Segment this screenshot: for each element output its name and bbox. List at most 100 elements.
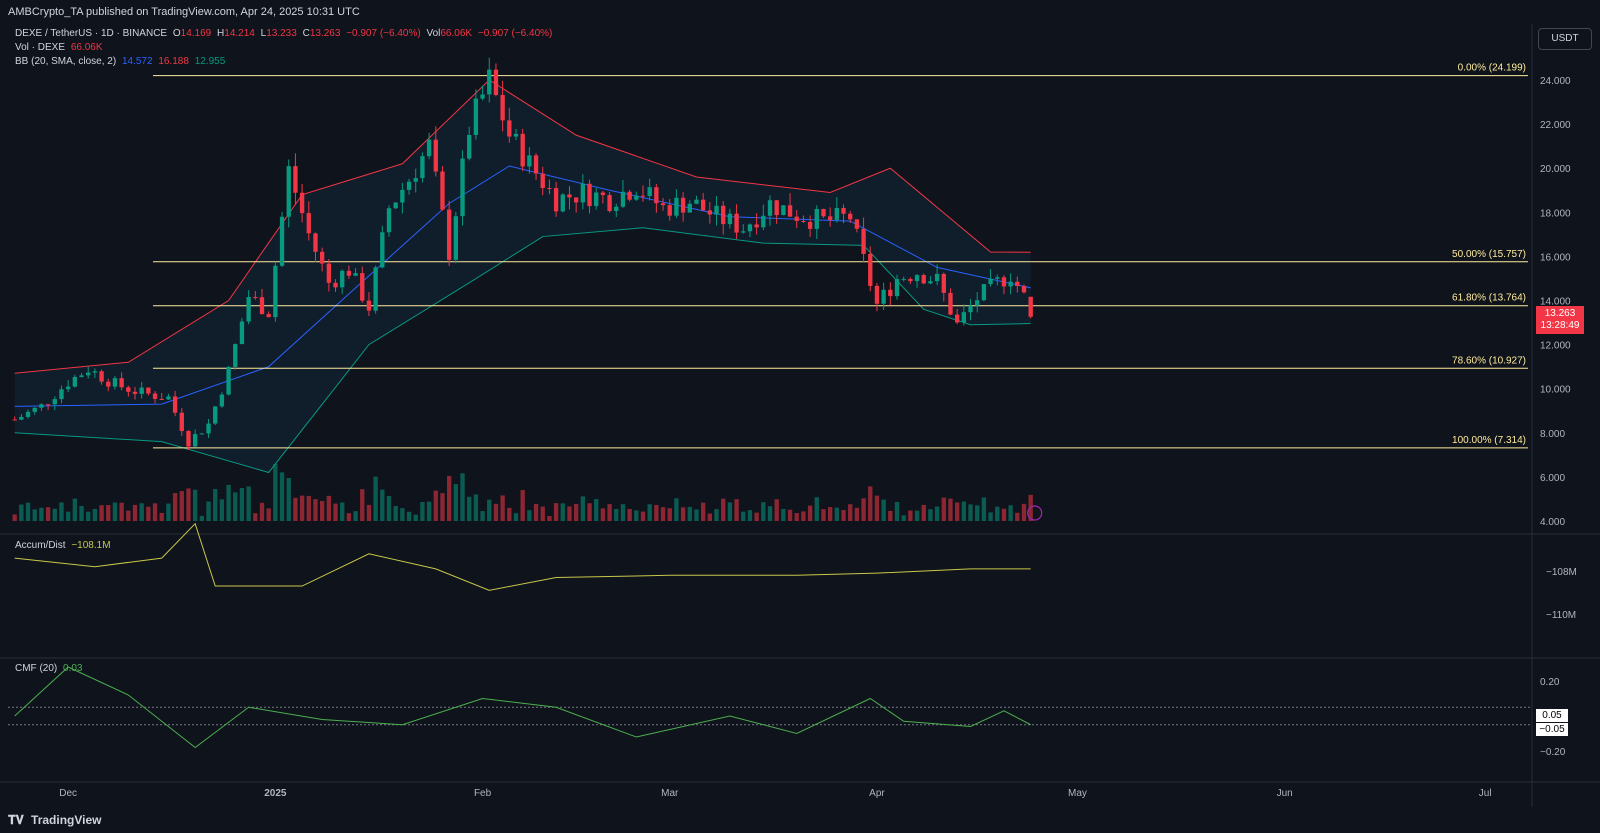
symbol-legend[interactable]: DEXE / TetherUS · 1D · BINANCE O14.169 H… — [15, 28, 555, 39]
time-tick-label: Dec — [59, 788, 77, 799]
volume-bar — [767, 506, 773, 521]
candle-body — [747, 224, 753, 232]
volume-bar — [333, 503, 338, 521]
candle-body — [487, 69, 492, 95]
volume-bar — [921, 504, 926, 521]
candle-body — [299, 192, 305, 214]
volume-bar — [206, 501, 211, 521]
bb-legend[interactable]: BB (20, SMA, close, 2) 14.572 16.188 12.… — [15, 56, 228, 67]
currency-button[interactable]: USDT — [1538, 28, 1592, 50]
candle-body — [460, 158, 465, 217]
candle-body — [326, 263, 332, 283]
candle-body — [446, 209, 452, 260]
candle-body — [560, 194, 565, 212]
candle-body — [413, 178, 418, 182]
candle-body — [406, 181, 412, 190]
volume-bar — [827, 507, 833, 521]
candle-body — [781, 205, 786, 216]
volume-bar — [654, 504, 659, 521]
candle-body — [313, 233, 318, 252]
fib-level-label: 0.00% (24.199) — [1458, 63, 1526, 74]
volume-bar — [1001, 508, 1007, 521]
change-value: −0.907 (−6.40%) — [346, 28, 421, 39]
bb-lower-band — [14, 227, 1031, 474]
candle-body — [246, 297, 251, 322]
candle-body — [52, 399, 57, 405]
candle-body — [420, 156, 425, 179]
volume-bar — [975, 505, 980, 521]
volume-bar — [59, 502, 64, 521]
bb-legend-label[interactable]: BB (20, SMA, close, 2) — [15, 56, 117, 67]
price-tick-label: 18.000 — [1540, 208, 1571, 219]
volume-bar — [567, 506, 572, 521]
candle-body — [1028, 296, 1033, 317]
volume-bar — [179, 491, 184, 521]
volume-bar — [734, 499, 739, 521]
candle-body — [440, 171, 445, 210]
candle-body — [741, 231, 746, 233]
volume-bar — [32, 509, 37, 521]
candle-body — [306, 213, 311, 234]
volume-legend-label[interactable]: Vol · DEXE — [15, 42, 66, 53]
volume-bar — [239, 488, 245, 521]
candle-body — [567, 194, 572, 198]
price-tick-label: 16.000 — [1540, 252, 1571, 263]
accum-legend-label[interactable]: Accum/Dist — [15, 540, 66, 551]
cmf-legend[interactable]: CMF (20) 0.03 — [15, 663, 85, 674]
high-value: 14.214 — [224, 28, 255, 39]
candle-body — [827, 216, 833, 220]
volume-bar — [600, 508, 606, 521]
volume-bar — [219, 499, 225, 521]
candle-body — [995, 277, 1000, 279]
candle-body — [19, 416, 24, 420]
candle-body — [954, 314, 960, 323]
volume-bar — [266, 508, 271, 521]
volume-bar — [226, 484, 231, 521]
volume-bar — [807, 505, 813, 521]
volume-bar — [660, 507, 666, 521]
cmf-legend-label[interactable]: CMF (20) — [15, 663, 58, 674]
candle-body — [172, 396, 178, 413]
candle-body — [774, 200, 779, 216]
accum-legend[interactable]: Accum/Dist −108.1M — [15, 540, 114, 551]
candle-body — [587, 183, 592, 207]
volume-bar — [126, 510, 131, 521]
candle-body — [908, 279, 913, 282]
volume-bar — [614, 508, 619, 521]
candle-body — [139, 387, 144, 394]
symbol-title[interactable]: DEXE / TetherUS · 1D · BINANCE — [15, 28, 168, 39]
candle-body — [493, 69, 499, 95]
bb-basis-line — [14, 165, 1031, 407]
volume-bar — [420, 501, 425, 521]
volume-legend[interactable]: Vol · DEXE 66.06K — [15, 42, 106, 53]
candle-body — [767, 200, 773, 216]
volume-bar — [45, 507, 51, 521]
candle-body — [620, 191, 626, 207]
volume-bar — [861, 498, 866, 521]
candle-body — [166, 396, 171, 400]
volume-bar — [968, 504, 973, 521]
volume-bar — [727, 502, 733, 521]
bb-background — [14, 80, 1031, 473]
candle-body — [1015, 281, 1020, 286]
fib-level-label: 78.60% (10.927) — [1452, 355, 1526, 366]
bar-countdown: 13:28:49 — [1540, 320, 1580, 331]
volume-bar — [440, 493, 445, 521]
bb-upper-band — [14, 79, 1031, 374]
candle-body — [106, 381, 111, 387]
candle-body — [674, 197, 679, 216]
candle-body — [286, 166, 291, 217]
low-label: L — [260, 28, 267, 39]
accum-tick-label: −110M — [1546, 610, 1576, 621]
volume-bar — [39, 507, 44, 521]
candle-body — [714, 205, 719, 215]
candle-body — [881, 289, 886, 304]
volume-bar — [25, 502, 31, 521]
candle-body — [279, 216, 285, 266]
price-tick-label: 24.000 — [1540, 76, 1571, 87]
candle-body — [634, 195, 639, 200]
bb-basis-value: 14.572 — [121, 56, 153, 67]
price-tick-label: 4.000 — [1540, 517, 1565, 528]
candle-body — [513, 133, 519, 137]
